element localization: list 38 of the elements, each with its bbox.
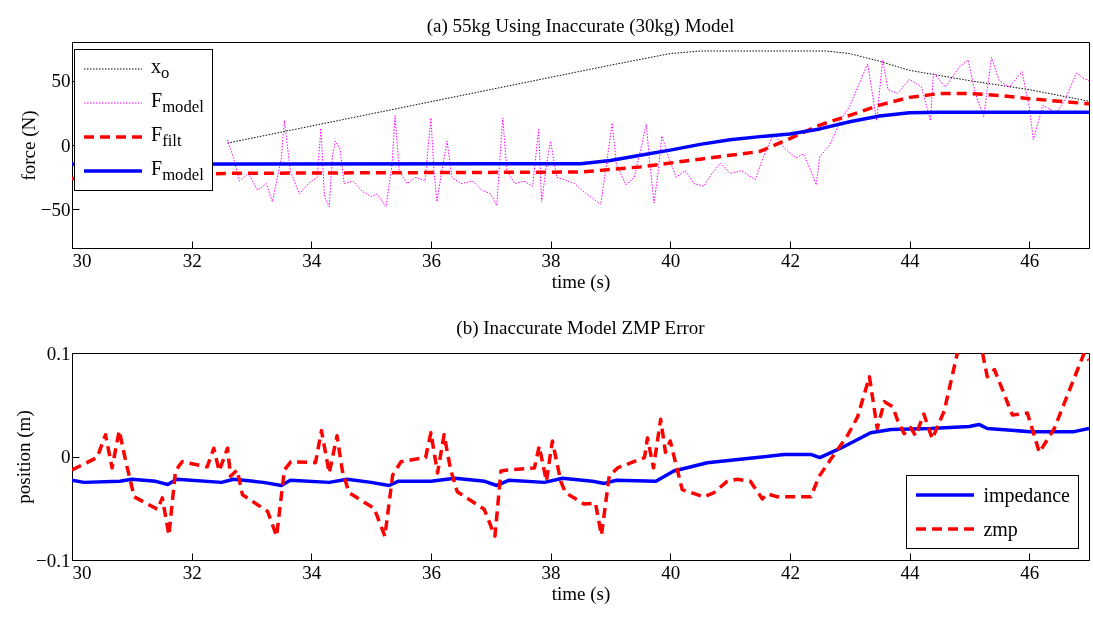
x-tick-label: 34 — [302, 561, 322, 583]
x-tick-label: 38 — [541, 561, 561, 583]
x-tick-label: 30 — [72, 249, 92, 271]
y-axis-title: position (m) — [13, 410, 36, 504]
x-tick-label: 46 — [1020, 249, 1040, 271]
x-tick-label: 34 — [302, 249, 322, 271]
x-tick-label: 40 — [661, 249, 681, 271]
x-tick-label: 36 — [421, 561, 441, 583]
x-axis-title: time (s) — [551, 270, 611, 293]
y-tick-label: 0 — [61, 446, 71, 467]
x-tick-label: 44 — [900, 249, 921, 271]
x-tick-label: 44 — [900, 561, 921, 583]
legend-label: zmp — [983, 518, 1018, 540]
x-tick-label: 36 — [421, 249, 441, 271]
legend-label: impedance — [983, 484, 1070, 506]
y-tick-label: −0.1 — [36, 549, 71, 571]
y-tick-label: −50 — [40, 198, 71, 220]
x-tick-label: 32 — [182, 561, 202, 583]
chart-title: (a) 55kg Using Inaccurate (30kg) Model — [426, 15, 735, 37]
x-tick-label: 42 — [780, 561, 800, 583]
y-tick-label: 50 — [51, 70, 71, 92]
y-axis-title: force (N) — [17, 110, 40, 181]
x-tick-label: 42 — [780, 249, 800, 271]
x-tick-label: 38 — [541, 249, 561, 271]
y-tick-label: 0 — [61, 134, 71, 156]
x-tick-label: 30 — [72, 561, 92, 583]
line-series — [227, 56, 1089, 208]
legend-label: x$_{o}$ — [151, 55, 170, 83]
x-tick-label: 40 — [661, 561, 681, 583]
y-tick-label: 0.1 — [46, 342, 71, 364]
x-axis-title: time (s) — [551, 582, 611, 605]
legend-label: F$_{model}$ — [151, 157, 204, 185]
x-tick-label: 46 — [1020, 561, 1040, 583]
line-series — [72, 422, 1089, 488]
x-tick-label: 32 — [182, 249, 202, 271]
chart-title: (b) Inaccurate Model ZMP Error — [456, 317, 706, 339]
legend-label: F$_{model}$ — [151, 89, 204, 117]
legend-label: F$_{filt}$ — [151, 123, 182, 151]
